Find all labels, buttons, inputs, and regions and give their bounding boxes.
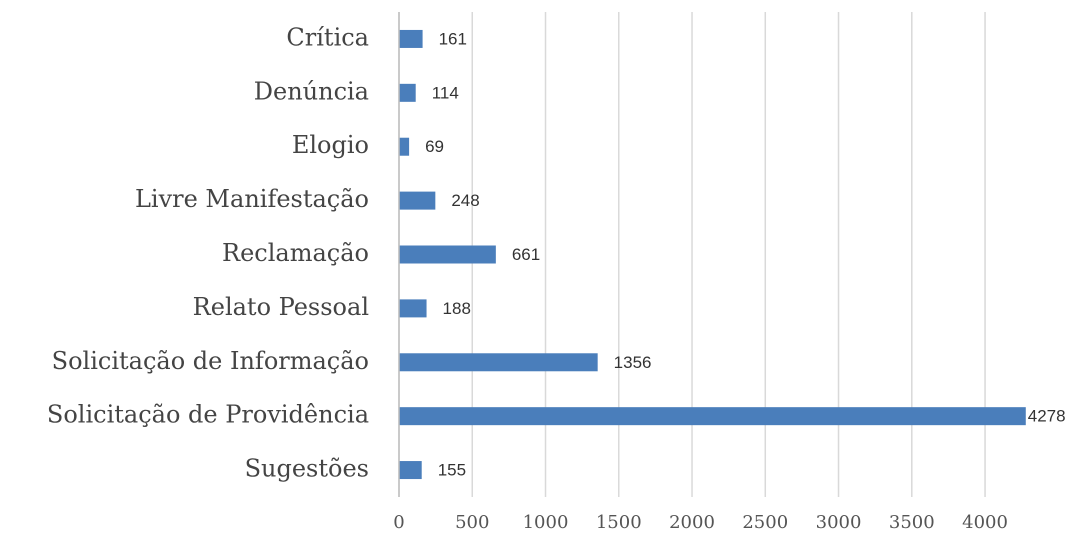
- x-tick-label: 1500: [596, 512, 642, 533]
- y-tick-label: Sugestões: [245, 455, 369, 483]
- y-tick-label: Crítica: [286, 23, 369, 51]
- bar: [399, 353, 598, 372]
- bar: [399, 29, 423, 48]
- y-tick-label: Livre Manifestação: [135, 185, 369, 213]
- y-tick-label: Denúncia: [254, 77, 369, 105]
- data-label: 161: [439, 29, 467, 48]
- data-label: 661: [512, 245, 540, 264]
- bar: [399, 245, 496, 264]
- bar: [399, 137, 410, 156]
- bar: [399, 407, 1026, 426]
- x-tick-label: 4000: [962, 512, 1008, 533]
- x-tick-label: 0: [393, 512, 404, 533]
- y-tick-label: Solicitação de Informação: [52, 347, 369, 375]
- data-label: 248: [451, 191, 479, 210]
- data-label: 114: [432, 83, 459, 102]
- data-label: 69: [425, 137, 444, 156]
- bar: [399, 461, 422, 480]
- y-tick-label: Relato Pessoal: [193, 293, 369, 321]
- bar: [399, 83, 416, 102]
- y-tick-label: Elogio: [292, 131, 369, 159]
- x-tick-label: 500: [455, 512, 489, 533]
- data-label: 188: [443, 299, 471, 318]
- data-label: 155: [438, 461, 466, 480]
- y-tick-label: Solicitação de Providência: [47, 401, 369, 429]
- x-tick-label: 1000: [523, 512, 569, 533]
- data-label: 4278: [1028, 407, 1066, 426]
- x-tick-label: 3500: [889, 512, 935, 533]
- x-tick-label: 2000: [669, 512, 715, 533]
- bar: [399, 191, 436, 210]
- y-tick-label: Reclamação: [222, 239, 369, 267]
- bar: [399, 299, 427, 318]
- x-tick-label: 3000: [816, 512, 862, 533]
- x-tick-label: 2500: [742, 512, 788, 533]
- data-label: 1356: [614, 353, 652, 372]
